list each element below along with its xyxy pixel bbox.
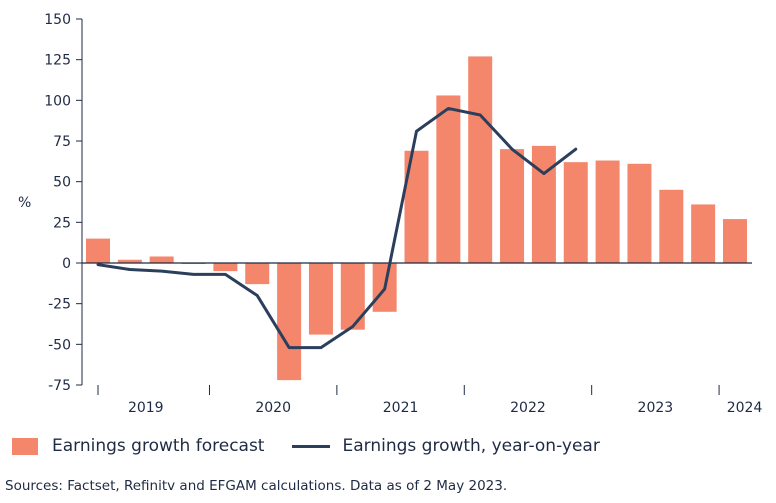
legend-bar-swatch xyxy=(12,437,38,455)
forecast-bar xyxy=(500,149,525,263)
line-series xyxy=(96,106,578,350)
y-tick-label: 150 xyxy=(44,12,71,28)
forecast-bar xyxy=(117,259,142,263)
legend-bar-label: Earnings growth forecast xyxy=(52,436,265,456)
forecast-bar xyxy=(627,163,652,263)
y-axis-label: % xyxy=(18,195,31,211)
x-tick-label: 2024 xyxy=(727,400,763,416)
x-tick-label: 2019 xyxy=(128,400,164,416)
forecast-bar xyxy=(659,189,684,263)
forecast-bar xyxy=(213,263,238,272)
forecast-bar xyxy=(436,95,461,263)
legend: Earnings growth forecast Earnings growth… xyxy=(12,434,600,458)
yoy-growth-line xyxy=(96,106,578,350)
forecast-bar xyxy=(245,263,270,285)
forecast-bar xyxy=(340,263,365,330)
forecast-bar xyxy=(308,263,333,335)
x-tick-label: 2023 xyxy=(638,400,674,416)
forecast-bar xyxy=(149,256,174,263)
forecast-bar xyxy=(691,204,716,263)
forecast-bar xyxy=(563,162,588,263)
bar-series xyxy=(86,56,747,381)
x-tick-label: 2022 xyxy=(510,400,546,416)
forecast-bar xyxy=(531,145,556,263)
legend-line-swatch xyxy=(292,444,331,448)
source-note: Sources: Factset, Refinitv and EFGAM cal… xyxy=(5,478,508,494)
earnings-chart: % -75 -50 -25 0 25 50 75 100 125 150 2019 2020 2021… xyxy=(18,12,763,416)
y-tick-label: 0 xyxy=(62,256,71,272)
legend-line-label: Earnings growth, year-on-year xyxy=(342,436,600,456)
x-tick-label: 2021 xyxy=(383,400,419,416)
y-tick-label: -25 xyxy=(48,297,71,313)
forecast-bar xyxy=(86,238,110,263)
forecast-bar xyxy=(723,219,747,263)
y-tick-label: 125 xyxy=(44,53,71,69)
x-axis: 2019 2020 2021 2022 2023 2024 xyxy=(82,262,763,416)
y-tick-label: 25 xyxy=(53,215,71,231)
y-tick-label: -75 xyxy=(48,378,71,394)
y-tick-label: -50 xyxy=(48,337,71,353)
y-tick-label: 75 xyxy=(53,134,71,150)
forecast-bar xyxy=(468,56,493,264)
forecast-bar xyxy=(595,160,620,263)
y-tick-label: 50 xyxy=(53,175,71,191)
forecast-bar xyxy=(277,263,302,381)
y-axis: -75 -50 -25 0 25 50 75 100 125 150 xyxy=(44,12,83,394)
y-tick-label: 100 xyxy=(44,93,71,109)
x-tick-label: 2020 xyxy=(255,400,291,416)
